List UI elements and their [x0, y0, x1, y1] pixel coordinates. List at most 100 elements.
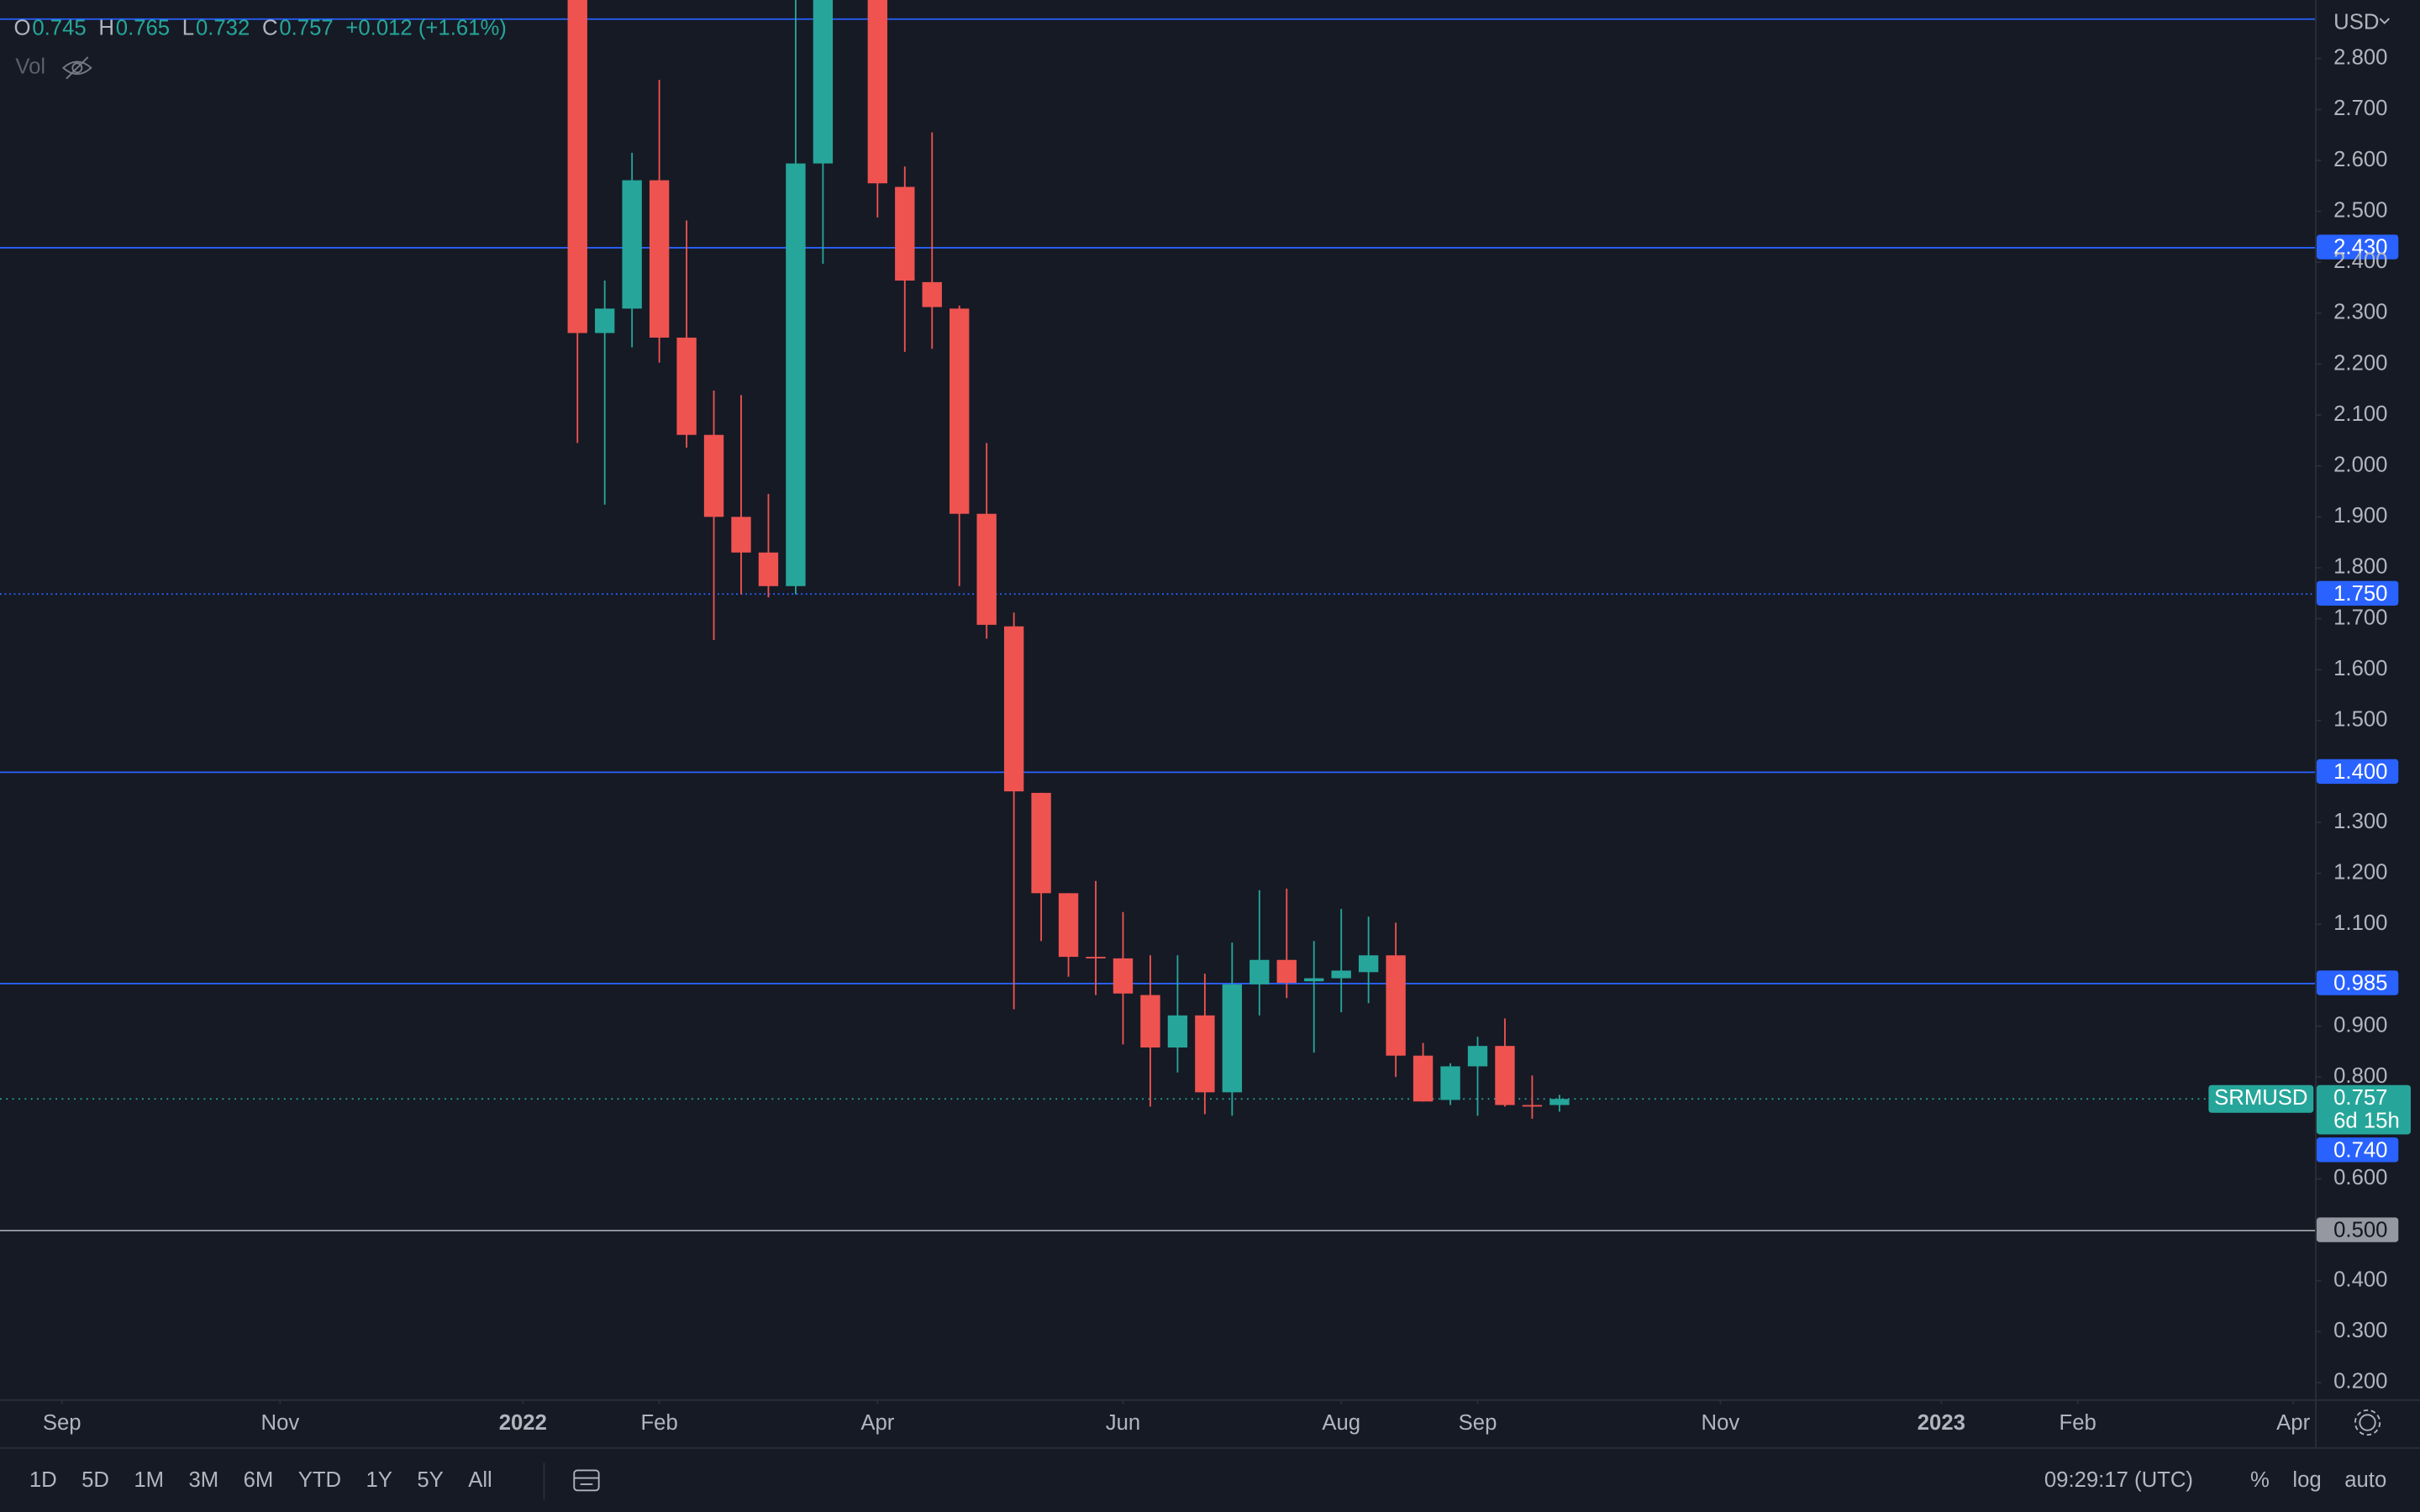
- candle: [567, 0, 587, 444]
- scale-option[interactable]: auto: [2344, 1468, 2386, 1492]
- candle-body: [676, 337, 697, 435]
- candle: [1276, 888, 1297, 999]
- candle-body: [703, 434, 724, 517]
- y-tick-label: 2.600: [2333, 148, 2387, 171]
- level-label: 0.740: [2333, 1138, 2387, 1162]
- y-tick-label: 1.500: [2333, 708, 2387, 732]
- symbol-label-bg: [2208, 1084, 2314, 1113]
- candle: [1249, 890, 1270, 1016]
- candle-body: [1113, 958, 1134, 994]
- y-tick-label: 0.900: [2333, 1013, 2387, 1037]
- ohlc-value: +0.012 (+1.61%): [345, 17, 506, 40]
- range-button[interactable]: YTD: [298, 1468, 341, 1492]
- x-tick-label: Apr: [2276, 1411, 2310, 1435]
- candle-body: [758, 552, 779, 586]
- settings-icon[interactable]: [2354, 1409, 2381, 1436]
- candle-body: [1249, 959, 1270, 984]
- candle-body: [567, 0, 587, 333]
- level-label: 0.985: [2333, 972, 2387, 995]
- y-tick-label: 2.700: [2333, 97, 2387, 120]
- volume-label: Vol: [15, 55, 45, 79]
- candle-body: [976, 513, 997, 625]
- candle-body: [1358, 955, 1379, 973]
- range-button[interactable]: 1Y: [366, 1468, 392, 1492]
- x-tick-label: 2023: [1918, 1411, 1965, 1435]
- ohlc-value: 0.757: [279, 17, 333, 40]
- level-label: 2.430: [2333, 236, 2387, 260]
- level-label: 1.750: [2333, 582, 2387, 606]
- level-label-bg: [2316, 759, 2399, 785]
- candle: [976, 443, 997, 639]
- price-label: 0.757: [2333, 1086, 2387, 1110]
- plot-area: [0, 0, 2316, 1231]
- candle: [1413, 1042, 1434, 1102]
- x-tick-label: Nov: [1702, 1411, 1740, 1435]
- y-tick-label: 1.300: [2333, 810, 2387, 833]
- candle-body: [867, 0, 888, 184]
- ohlc-value: 0.745: [32, 17, 86, 40]
- candle-body: [1522, 1105, 1543, 1107]
- level-label-bg: [2316, 580, 2399, 606]
- currency[interactable]: USD: [2333, 10, 2379, 34]
- candle-body: [1331, 970, 1351, 979]
- candle: [867, 0, 888, 218]
- y-tick-label: 1.800: [2333, 555, 2387, 579]
- candle: [950, 305, 970, 586]
- x-tick-label: Aug: [1322, 1411, 1360, 1435]
- candle-body: [1167, 1015, 1188, 1048]
- candle-body: [950, 308, 970, 514]
- candle-body: [1440, 1066, 1460, 1100]
- range-button[interactable]: 3M: [188, 1468, 218, 1492]
- candle: [1331, 909, 1351, 1013]
- candle-body: [1304, 978, 1324, 982]
- currency-dropdown[interactable]: [2379, 18, 2390, 24]
- range-button[interactable]: 1M: [134, 1468, 164, 1492]
- candle-body: [731, 517, 751, 553]
- candle-body: [1549, 1099, 1570, 1105]
- clock[interactable]: 09:29:17 (UTC): [2044, 1468, 2193, 1492]
- candle: [1440, 1063, 1460, 1105]
- candle: [1358, 916, 1379, 1004]
- candle-body: [649, 180, 670, 338]
- candle-body: [786, 163, 806, 586]
- ohlc-key: H: [98, 17, 114, 40]
- y-tick-label: 0.800: [2333, 1064, 2387, 1088]
- candle: [1549, 1095, 1570, 1112]
- candle: [813, 0, 834, 265]
- candle: [1195, 974, 1215, 1115]
- candle: [1140, 955, 1160, 1107]
- x-tick-label: Feb: [2060, 1411, 2096, 1435]
- candle: [1031, 792, 1051, 942]
- candle-body: [595, 308, 615, 333]
- ohlc-value: 0.765: [116, 17, 170, 40]
- candle-body: [1276, 959, 1297, 984]
- range-button[interactable]: All: [468, 1468, 492, 1492]
- candle-body: [1467, 1046, 1488, 1067]
- candle-body: [922, 281, 942, 307]
- level-label: 1.400: [2333, 760, 2387, 784]
- candle-body: [1086, 957, 1106, 958]
- range-button[interactable]: 5D: [82, 1468, 109, 1492]
- y-tick-label: 2.100: [2333, 402, 2387, 426]
- price-label-bg: [2316, 1084, 2411, 1135]
- date-range-icon[interactable]: [573, 1469, 600, 1492]
- candle: [1003, 612, 1024, 1010]
- candle: [1386, 922, 1406, 1078]
- y-tick-label: 0.400: [2333, 1268, 2387, 1291]
- candle-body: [1058, 893, 1079, 958]
- scale-option[interactable]: log: [2292, 1468, 2321, 1492]
- candle-body: [813, 0, 834, 164]
- hide-volume-icon[interactable]: [61, 56, 92, 80]
- y-tick-label: 0.600: [2333, 1166, 2387, 1189]
- candle: [1222, 942, 1243, 1116]
- candle-body: [1222, 984, 1243, 1093]
- range-button[interactable]: 6M: [244, 1468, 274, 1492]
- candle-body: [1495, 1046, 1515, 1105]
- range-button[interactable]: 1D: [29, 1468, 57, 1492]
- scale-option[interactable]: %: [2250, 1468, 2270, 1492]
- x-tick-label: Feb: [640, 1411, 677, 1435]
- candle: [1467, 1037, 1488, 1116]
- range-button[interactable]: 5Y: [417, 1468, 443, 1492]
